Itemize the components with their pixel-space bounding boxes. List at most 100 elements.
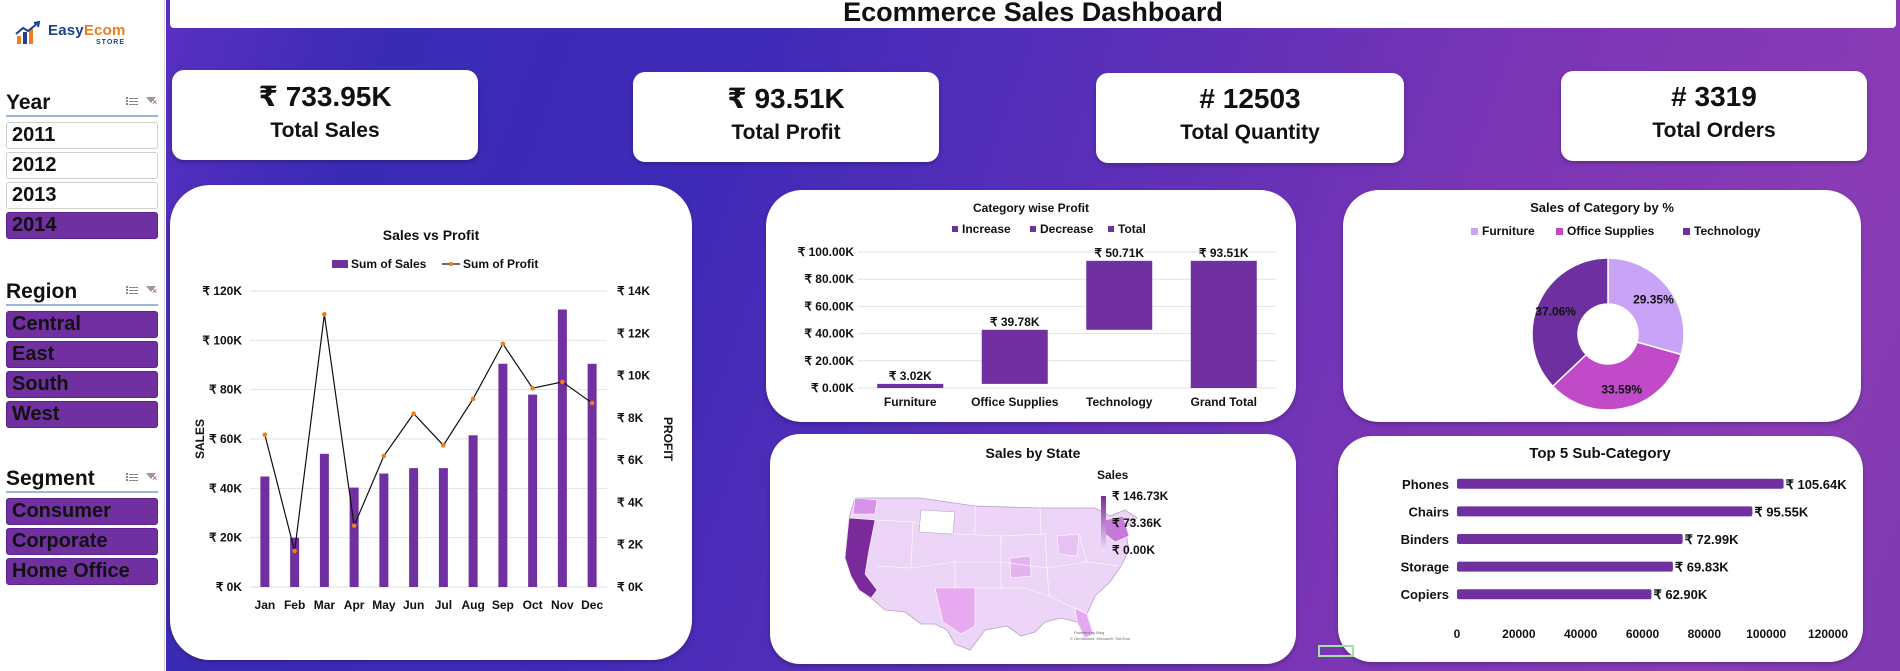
clear-filter-icon[interactable] — [146, 286, 158, 296]
y-tick-label: ₹ 40.00K — [804, 327, 854, 341]
chart-title: Sales of Category by % — [1530, 200, 1674, 215]
legend-key — [1471, 228, 1478, 235]
legend-label: Increase — [962, 222, 1011, 236]
dashboard-title-bar: Ecommerce Sales Dashboard — [170, 0, 1896, 28]
profit-marker — [560, 379, 565, 385]
legend-key — [1683, 228, 1690, 235]
category-profit-chart[interactable]: Category wise Profit Increase Decrease Tota… — [766, 190, 1296, 422]
kpi-total-orders: # 3319 Total Orders — [1561, 71, 1867, 161]
clear-filter-icon[interactable] — [146, 473, 158, 483]
y-tick-label: ₹ 100K — [202, 333, 242, 347]
x-tick-label: Sep — [492, 598, 514, 612]
segment-item-home-office[interactable]: Home Office — [6, 558, 158, 585]
chart-selection-handle[interactable] — [1318, 645, 1354, 657]
region-item-west[interactable]: West — [6, 401, 158, 428]
sales-bar — [379, 473, 389, 587]
year-item-2014[interactable]: 2014 — [6, 212, 158, 239]
map-legend-mid: ₹ 73.36K — [1112, 516, 1162, 530]
kpi-label: Total Orders — [1652, 119, 1776, 142]
sales-bar — [528, 394, 538, 587]
x-tick-label: 60000 — [1626, 627, 1660, 641]
region-item-central[interactable]: Central — [6, 311, 158, 338]
legend-marker-profit — [449, 262, 453, 266]
x-tick-label: Dec — [581, 598, 603, 612]
map-legend-title: Sales — [1097, 468, 1129, 482]
year-slicer: Year 2011 2012 2013 2014 — [6, 91, 158, 242]
legend-key-sales — [332, 260, 348, 268]
year-item-2011[interactable]: 2011 — [6, 122, 158, 149]
segment-item-consumer[interactable]: Consumer — [6, 498, 158, 525]
sales-bar — [557, 309, 567, 587]
sales-bar — [438, 468, 448, 587]
sales-vs-profit-chart[interactable]: Sales vs Profit Sum of Sales Sum of Profit… — [170, 185, 692, 660]
chart-title: Sales vs Profit — [383, 227, 480, 243]
region-item-south[interactable]: South — [6, 371, 158, 398]
y-tick-label: ₹ 40K — [209, 481, 242, 495]
region-slicer: Region Central East South West — [6, 280, 158, 431]
region-item-east[interactable]: East — [6, 341, 158, 368]
logo-chart-icon — [15, 20, 41, 44]
dashboard-canvas: Ecommerce Sales Dashboard ₹ 733.95K Tota… — [166, 0, 1900, 671]
y-tick-label: ₹ 100.00K — [798, 245, 855, 259]
map-legend-gradient — [1101, 496, 1106, 552]
chart-title: Top 5 Sub-Category — [1529, 445, 1671, 462]
segment-item-corporate[interactable]: Corporate — [6, 528, 158, 555]
profit-marker — [292, 548, 297, 554]
y-axis-label: SALES — [193, 419, 207, 459]
data-label: ₹ 72.99K — [1685, 532, 1739, 547]
y-tick-label: ₹ 120K — [202, 284, 242, 298]
region-slicer-title: Region — [6, 280, 78, 303]
data-label: ₹ 3.02K — [889, 369, 932, 383]
year-item-2013[interactable]: 2013 — [6, 182, 158, 209]
map-legend-min: ₹ 0.00K — [1112, 543, 1155, 557]
data-label: ₹ 69.83K — [1675, 560, 1729, 575]
y-tick-label: ₹ 20K — [209, 531, 242, 545]
multi-select-icon[interactable] — [126, 473, 138, 483]
data-label: ₹ 50.71K — [1094, 246, 1144, 260]
category-sales-donut-chart[interactable]: Sales of Category by % Furniture Office Su… — [1343, 190, 1861, 422]
easyecom-logo: EasyEcom STORE — [14, 20, 134, 52]
year-slicer-title: Year — [6, 91, 51, 114]
segment-slicer: Segment Consumer Corporate Home Office — [6, 467, 158, 588]
subcategory-bar — [1457, 589, 1652, 600]
kpi-value: # 12503 — [1199, 83, 1301, 114]
multi-select-icon[interactable] — [126, 97, 138, 107]
us-state-map[interactable]: Powered by Bing © GeoNames, Microsoft, T… — [770, 434, 1296, 664]
y2-tick-label: ₹ 8K — [617, 411, 644, 425]
x-tick-label: Jul — [435, 598, 452, 612]
top-subcategory-chart[interactable]: Top 5 Sub-Category 0 20000 40000 60000 80000 1… — [1338, 436, 1863, 662]
clear-filter-icon[interactable] — [146, 97, 158, 107]
segment-slicer-title: Segment — [6, 467, 95, 490]
y2-tick-label: ₹ 4K — [617, 495, 644, 509]
category-label: Storage — [1401, 560, 1449, 575]
subcategory-bar — [1457, 506, 1753, 517]
y2-axis-label: PROFIT — [661, 417, 675, 462]
profit-marker — [381, 453, 387, 459]
x-tick-label: Office Supplies — [971, 395, 1059, 409]
donut-slice — [1607, 257, 1685, 356]
category-label: Chairs — [1409, 504, 1449, 519]
multi-select-icon[interactable] — [126, 286, 138, 296]
logo-name: EasyEcom — [48, 22, 126, 39]
x-tick-label: Mar — [314, 598, 336, 612]
legend-label-sales: Sum of Sales — [351, 257, 427, 271]
data-label: ₹ 39.78K — [990, 315, 1040, 329]
sales-bar — [349, 487, 359, 587]
y-tick-label: ₹ 60.00K — [804, 299, 854, 313]
legend-key — [1108, 226, 1114, 232]
sales-bar — [290, 537, 300, 587]
year-item-2012[interactable]: 2012 — [6, 152, 158, 179]
x-tick-label: Jan — [255, 598, 276, 612]
x-tick-label: May — [372, 598, 396, 612]
y2-tick-label: ₹ 6K — [617, 453, 644, 467]
profit-marker — [470, 396, 476, 402]
dashboard-title: Ecommerce Sales Dashboard — [843, 0, 1223, 27]
sales-vs-profit-card: Sales vs Profit Sum of Sales Sum of Profit… — [170, 185, 692, 660]
subcategory-bar — [1457, 534, 1683, 544]
y2-tick-label: ₹ 14K — [617, 284, 650, 298]
x-tick-label: Feb — [284, 598, 305, 612]
data-label: 37.06% — [1535, 304, 1576, 318]
category-profit-card: Category wise Profit Increase Decrease Tota… — [766, 190, 1296, 422]
x-tick-label: 40000 — [1564, 627, 1598, 641]
y-tick-label: ₹ 80K — [209, 383, 242, 397]
